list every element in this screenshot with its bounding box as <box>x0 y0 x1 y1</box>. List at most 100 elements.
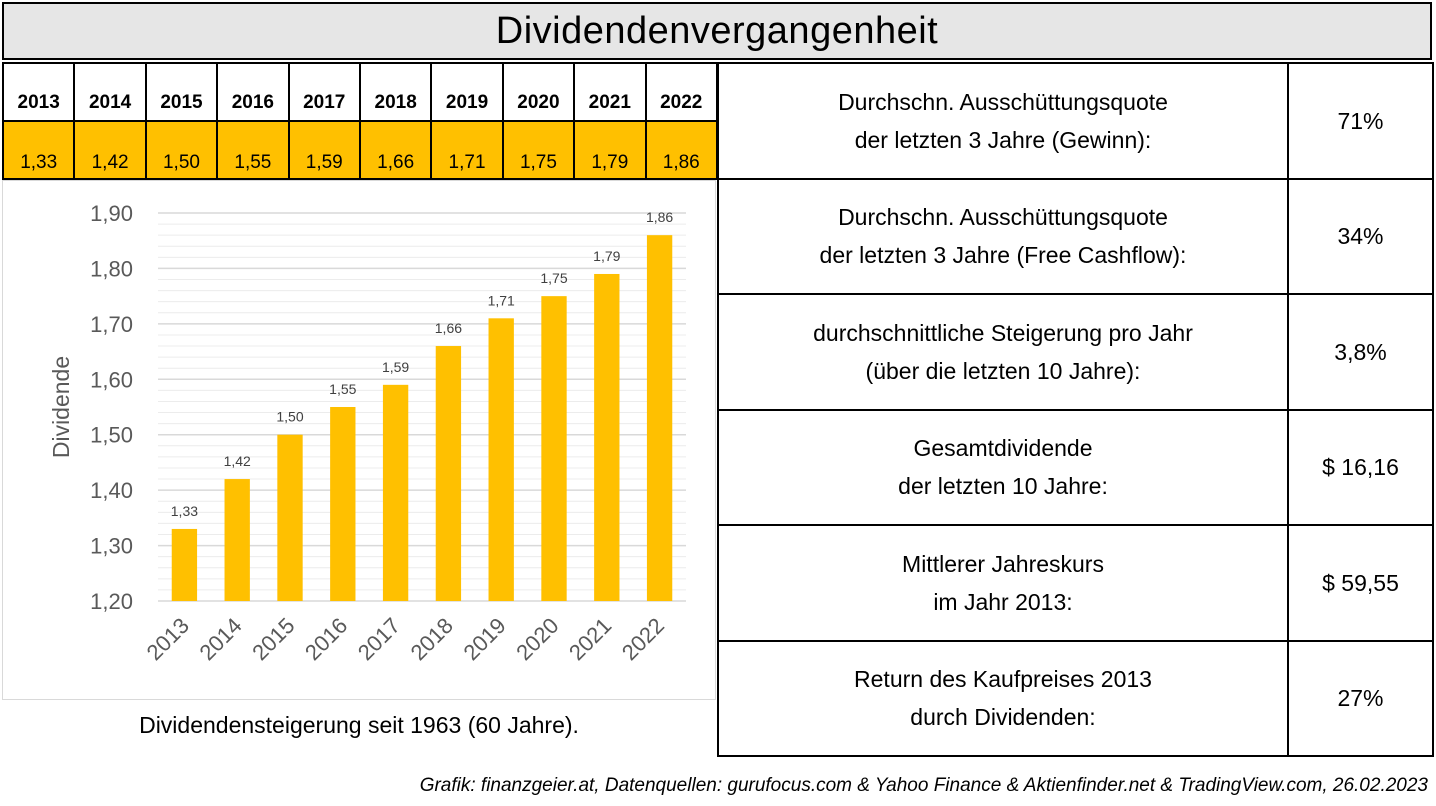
stats-row: Gesamtdividende der letzten 10 Jahre: $ 1… <box>717 408 1434 526</box>
y-tick-label: 1,30 <box>90 534 133 559</box>
y-tick-label: 1,50 <box>90 423 133 448</box>
stats-label-line1: Return des Kaufpreises 2013 <box>854 666 1152 693</box>
dividend-cell: 1,66 <box>358 120 433 180</box>
bar <box>594 273 620 601</box>
bar-data-label: 1,75 <box>540 270 567 286</box>
stats-label-line2: (über die letzten 10 Jahre): <box>865 357 1141 384</box>
stats-row: durchschnittliche Steigerung pro Jahr (üb… <box>717 293 1434 411</box>
stats-label-line2: der letzten 10 Jahre: <box>898 473 1108 500</box>
year-cell: 2020 <box>501 62 576 122</box>
year-row: 2013 2014 2015 2016 2017 2018 2019 2020 … <box>1 62 719 122</box>
stats-value: 71% <box>1287 62 1434 180</box>
bar-data-label: 1,59 <box>382 359 409 375</box>
stats-value: 3,8% <box>1287 293 1434 411</box>
dividend-bar-chart: 1,33 1,42 1,50 1,55 1,59 1,66 1,71 1,75 1,79 1,86… <box>48 201 686 665</box>
dividend-cell: 1,79 <box>573 120 647 180</box>
y-axis-label: Dividende <box>48 356 74 458</box>
source-footer: Grafik: finanzgeier.at, Datenquellen: gu… <box>419 775 1428 796</box>
year-cell: 2017 <box>287 62 361 122</box>
bar-data-label: 1,42 <box>224 453 251 469</box>
stats-label: Durchschn. Ausschüttungsquote der letzten… <box>717 177 1289 295</box>
y-tick-label: 1,40 <box>90 478 133 503</box>
bar <box>171 528 198 601</box>
stats-row: Mittlerer Jahreskurs im Jahr 2013: $ 59,5… <box>717 524 1434 642</box>
label-layer: 1,33 1,42 1,50 1,55 1,59 1,66 1,71 1,75 1,79 1,86 <box>171 209 674 519</box>
year-cell: 2018 <box>358 62 433 122</box>
bar-data-label: 1,55 <box>329 381 356 397</box>
stats-label: durchschnittliche Steigerung pro Jahr (üb… <box>717 293 1289 411</box>
x-tick-label: 2015 <box>247 613 299 665</box>
year-value-table: 2013 2014 2015 2016 2017 2018 2019 2020 … <box>1 62 719 180</box>
x-tick-label: 2017 <box>353 613 405 665</box>
stats-value: 34% <box>1287 177 1434 295</box>
stats-label: Gesamtdividende der letzten 10 Jahre: <box>717 408 1289 526</box>
year-cell: 2014 <box>73 62 147 122</box>
stats-value: $ 59,55 <box>1287 524 1434 642</box>
bar-data-label: 1,66 <box>435 320 462 336</box>
stats-value: $ 16,16 <box>1287 408 1434 526</box>
y-tick-label: 1,70 <box>90 312 133 337</box>
dividend-cell: 1,71 <box>430 120 504 180</box>
y-tick-label: 1,20 <box>90 589 133 614</box>
x-tick-label: 2016 <box>300 613 352 665</box>
stats-label-line1: Durchschn. Ausschüttungsquote <box>838 88 1168 115</box>
dividend-cell: 1,50 <box>144 120 219 180</box>
x-tick-label: 2013 <box>142 613 194 665</box>
bar <box>277 434 303 601</box>
chart-caption: Dividendensteigerung seit 1963 (60 Jahre… <box>139 712 579 738</box>
stats-label-line2: durch Dividenden: <box>910 704 1096 731</box>
stats-row: Return des Kaufpreises 2013 durch Dividen… <box>717 639 1434 757</box>
dividend-cell: 1,75 <box>501 120 576 180</box>
stats-label-line2: der letzten 3 Jahre (Free Cashflow): <box>819 242 1187 269</box>
year-cell: 2016 <box>216 62 290 122</box>
bar <box>382 384 409 601</box>
stats-label: Return des Kaufpreises 2013 durch Dividen… <box>717 639 1289 757</box>
dividend-cell: 1,86 <box>644 120 719 180</box>
year-cell: 2013 <box>1 62 76 122</box>
bar <box>435 346 462 601</box>
stats-label-line2: im Jahr 2013: <box>933 588 1073 615</box>
year-cell: 2022 <box>644 62 719 122</box>
x-tick-label: 2014 <box>194 613 246 665</box>
stats-label: Mittlerer Jahreskurs im Jahr 2013: <box>717 524 1289 642</box>
stats-label-line2: der letzten 3 Jahre (Gewinn): <box>854 126 1152 153</box>
bar <box>541 296 567 601</box>
dividend-cell: 1,59 <box>287 120 361 180</box>
x-tick-label: 2021 <box>564 613 616 665</box>
stats-row: Durchschn. Ausschüttungsquote der letzten… <box>717 62 1434 180</box>
page-title: Dividendenvergangenheit <box>2 2 1432 60</box>
year-cell: 2015 <box>144 62 219 122</box>
dividend-row: 1,33 1,42 1,50 1,55 1,59 1,66 1,71 1,75 … <box>1 120 719 180</box>
dividend-cell: 1,33 <box>1 120 76 180</box>
stats-label: Durchschn. Ausschüttungsquote der letzten… <box>717 62 1289 180</box>
dividend-chart: 1,33 1,42 1,50 1,55 1,59 1,66 1,71 1,75 1,79 1,86… <box>2 180 716 700</box>
stats-label-line1: Mittlerer Jahreskurs <box>902 550 1104 577</box>
stats-label-line1: Gesamtdividende <box>913 435 1093 462</box>
dividend-cell: 1,42 <box>73 120 147 180</box>
bar <box>330 407 356 601</box>
bar <box>224 479 250 601</box>
bar-data-label: 1,50 <box>276 409 303 425</box>
bar <box>646 235 673 601</box>
x-tick-label: 2018 <box>406 613 458 665</box>
bar-data-label: 1,33 <box>171 503 198 519</box>
stats-row: Durchschn. Ausschüttungsquote der letzten… <box>717 177 1434 295</box>
dividend-stats-table: Durchschn. Ausschüttungsquote der letzten… <box>717 62 1434 757</box>
y-tick-label: 1,90 <box>90 201 133 226</box>
bar-data-label: 1,71 <box>488 292 515 308</box>
stats-label-line1: Durchschn. Ausschüttungsquote <box>838 204 1168 231</box>
y-tick-label: 1,80 <box>90 256 133 281</box>
y-tick-label: 1,60 <box>90 367 133 392</box>
year-cell: 2019 <box>430 62 504 122</box>
stats-label-line1: durchschnittliche Steigerung pro Jahr <box>813 319 1193 346</box>
x-tick-label: 2022 <box>617 613 669 665</box>
bar-data-label: 1,86 <box>646 209 673 225</box>
bar <box>488 318 514 601</box>
x-tick-label: 2020 <box>511 613 563 665</box>
bar-layer <box>171 235 673 601</box>
dividend-cell: 1,55 <box>216 120 290 180</box>
stats-value: 27% <box>1287 639 1434 757</box>
x-tick-label: 2019 <box>458 613 510 665</box>
year-cell: 2021 <box>573 62 647 122</box>
bar-data-label: 1,79 <box>593 248 620 264</box>
